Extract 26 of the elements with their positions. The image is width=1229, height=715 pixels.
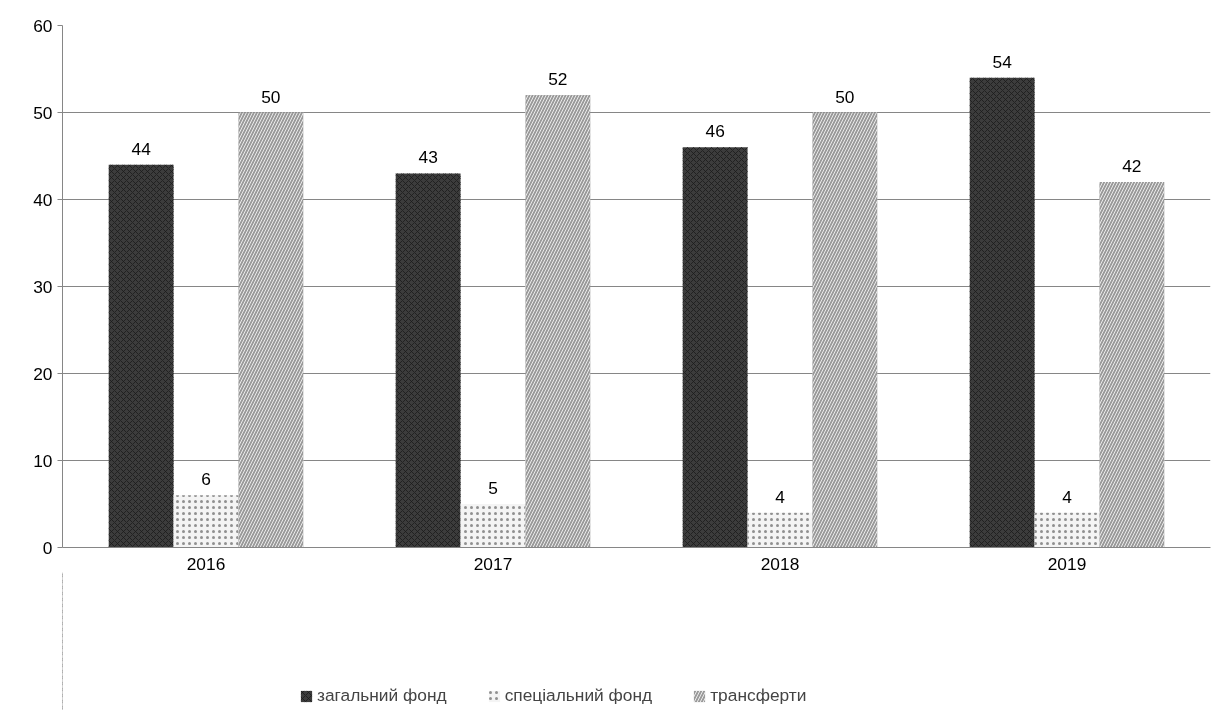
data-label: 5 [488, 478, 498, 498]
data-label: 43 [418, 147, 438, 168]
data-label: 4 [775, 486, 786, 507]
y-tick-label: 60 [33, 15, 53, 36]
y-tick-label: 40 [33, 189, 53, 210]
data-label: 4 [1062, 486, 1073, 507]
legend-label: загальний фонд [317, 685, 447, 706]
x-tick-label: 2018 [760, 553, 800, 574]
y-tick-label: 50 [33, 102, 53, 123]
x-tick-label: 2019 [1047, 553, 1087, 574]
data-label: 50 [261, 86, 281, 107]
data-label: 46 [705, 121, 725, 142]
y-tick-label: 30 [33, 276, 53, 297]
data-label: 50 [835, 86, 855, 107]
x-tick-label: 2016 [186, 553, 226, 574]
data-label: 54 [992, 51, 1013, 72]
data-label: 44 [131, 138, 152, 159]
y-tick-label: 10 [33, 450, 53, 471]
data-label: 42 [1122, 156, 1142, 177]
y-tick-label: 0 [42, 537, 53, 558]
x-tick-label: 2017 [473, 553, 513, 574]
y-tick-label: 20 [33, 363, 53, 384]
legend-label: спеціальний фонд [504, 685, 653, 706]
legend-label: трансферти [710, 685, 807, 706]
data-label: 52 [548, 69, 568, 90]
data-label: 6 [201, 469, 211, 490]
